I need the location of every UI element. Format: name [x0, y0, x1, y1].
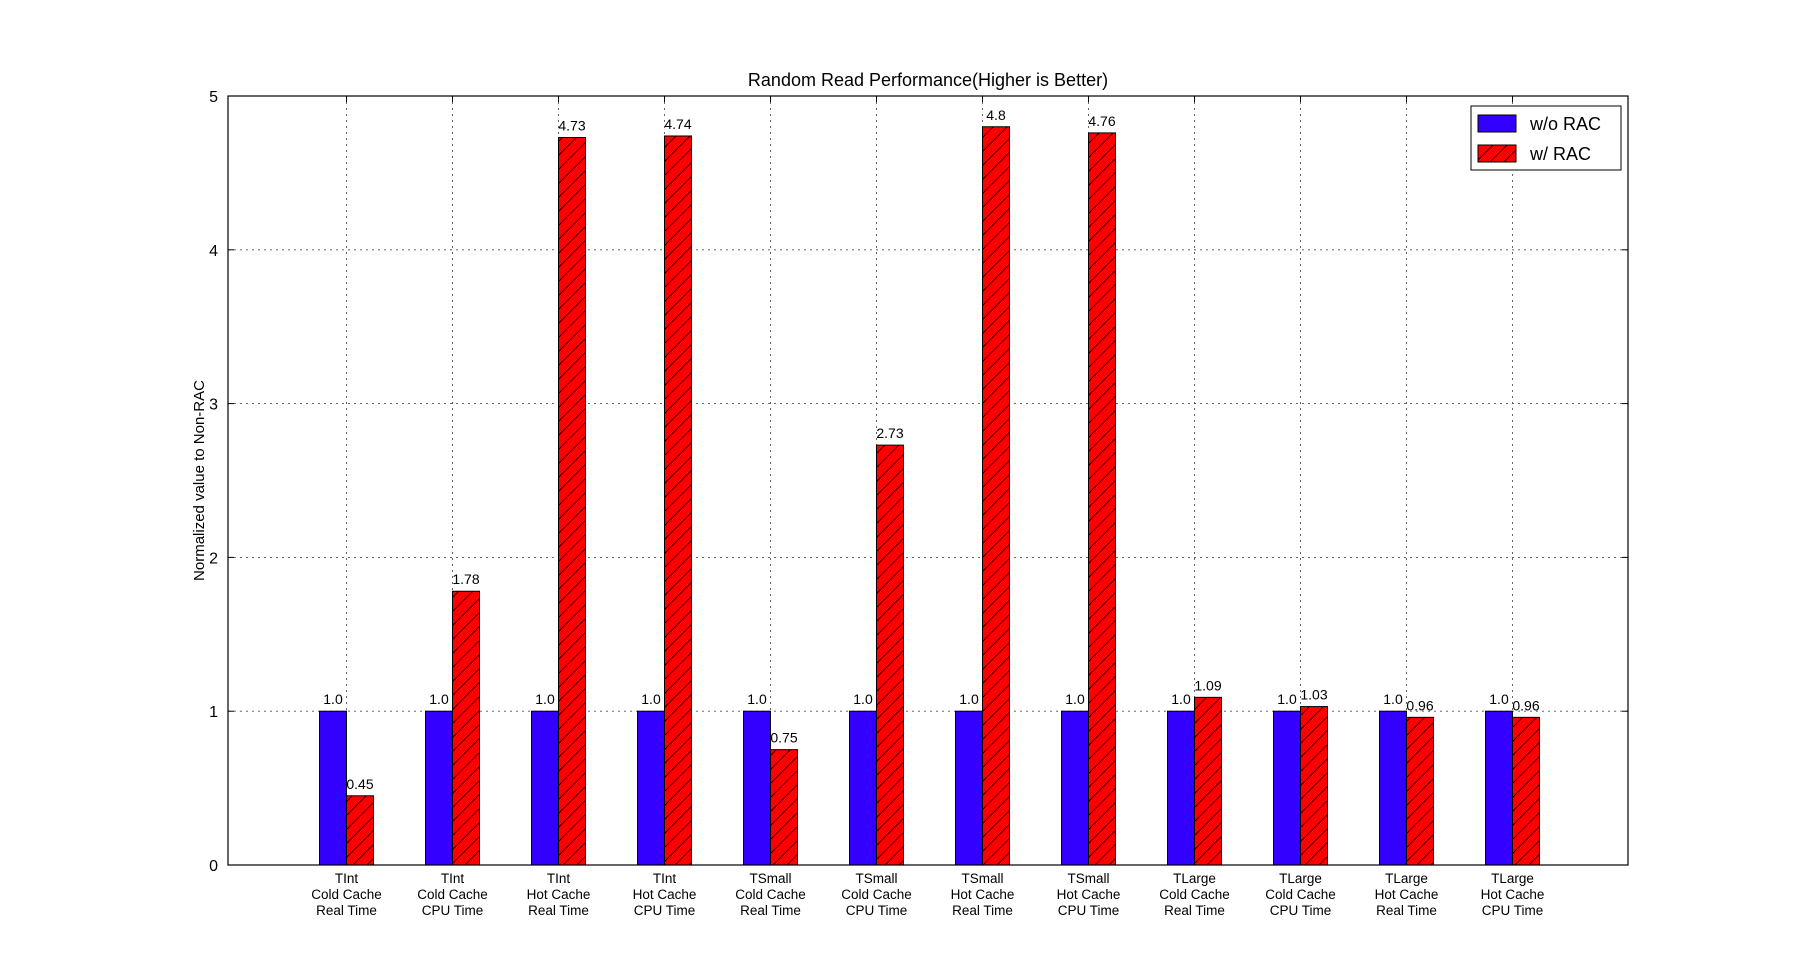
y-tick-label: 1 [209, 704, 218, 721]
data-label-with-rac: 0.96 [1512, 697, 1539, 713]
x-tick-label: TInt Hot Cache Real Time [527, 871, 591, 918]
data-label-without-rac: 1.0 [1065, 691, 1085, 707]
bar-without-rac [1167, 710, 1195, 866]
data-label-with-rac: 2.73 [876, 425, 903, 441]
bar-without-rac [1273, 710, 1301, 866]
data-label-without-rac: 1.0 [1171, 691, 1191, 707]
bar-without-rac [1061, 710, 1089, 866]
legend-swatch-without-rac [1477, 114, 1517, 133]
data-label-with-rac: 4.8 [986, 107, 1006, 123]
x-tick-label: TLarge Hot Cache CPU Time [1481, 871, 1545, 918]
y-tick-label: 3 [209, 397, 218, 414]
bar-without-rac [319, 710, 347, 866]
data-label-without-rac: 1.0 [641, 691, 661, 707]
bar-with-rac [876, 444, 904, 866]
data-label-with-rac: 1.78 [452, 571, 479, 587]
data-label-without-rac: 1.0 [429, 691, 449, 707]
legend-label-with-rac: w/ RAC [1529, 144, 1591, 164]
x-tick-label: TSmall Hot Cache CPU Time [1057, 871, 1121, 918]
bar-without-rac [531, 710, 559, 866]
y-axis-ticks: 0 1 2 3 4 5 [209, 89, 1628, 875]
data-label-with-rac: 4.76 [1088, 113, 1115, 129]
bar-without-rac [637, 710, 665, 866]
data-label-with-rac: 4.73 [558, 118, 585, 134]
x-tick-label: TLarge Cold Cache Real Time [1159, 871, 1230, 918]
bar-with-rac [1088, 132, 1116, 866]
x-tick-label: TSmall Cold Cache Real Time [735, 871, 806, 918]
x-tick-label: TInt Cold Cache CPU Time [417, 871, 488, 918]
bar-with-rac [452, 590, 480, 866]
data-label-without-rac: 1.0 [1383, 691, 1403, 707]
x-tick-label: TSmall Cold Cache CPU Time [841, 871, 912, 918]
bar-with-rac [346, 795, 374, 866]
data-label-without-rac: 1.0 [1277, 691, 1297, 707]
y-tick-label: 4 [209, 243, 218, 260]
y-tick-label: 2 [209, 550, 218, 567]
data-label-with-rac: 0.45 [346, 776, 373, 792]
legend-swatch-with-rac [1477, 144, 1517, 163]
y-tick-label: 0 [209, 858, 218, 875]
x-tick-label: TSmall Hot Cache Real Time [951, 871, 1015, 918]
chart-title: Random Read Performance(Higher is Better… [748, 70, 1108, 90]
x-tick-label: TInt Cold Cache Real Time [311, 871, 382, 918]
x-tick-label: TInt Hot Cache CPU Time [633, 871, 697, 918]
bar-without-rac [425, 710, 453, 866]
legend: w/o RAC w/ RAC [1470, 105, 1622, 171]
data-label-without-rac: 1.0 [853, 691, 873, 707]
data-label-with-rac: 1.03 [1300, 687, 1327, 703]
x-tick-label: TLarge Cold Cache CPU Time [1265, 871, 1336, 918]
y-axis-label: Normalized value to Non-RAC [191, 380, 208, 581]
data-label-with-rac: 0.75 [770, 730, 797, 746]
bar-with-rac [558, 137, 586, 866]
bar-value-labels: 1.0 1.0 1.0 1.0 1.0 1.0 1.0 1.0 1.0 1.0 1.0 1.0 0.45… [323, 107, 1540, 792]
bar-with-rac [1194, 696, 1222, 866]
bar-with-rac [982, 126, 1010, 866]
legend-label-without-rac: w/o RAC [1529, 114, 1601, 134]
plot-frame [227, 95, 1629, 866]
bar-with-rac [664, 135, 692, 866]
bar-with-rac [770, 749, 798, 866]
bar-without-rac [1379, 710, 1407, 866]
y-tick-label: 5 [209, 89, 218, 106]
data-label-without-rac: 1.0 [323, 691, 343, 707]
x-axis-ticks: TInt Cold Cache Real Time TInt Cold Cache CPU… [311, 96, 1544, 918]
bar-without-rac [849, 710, 877, 866]
data-label-without-rac: 1.0 [959, 691, 979, 707]
data-label-with-rac: 1.09 [1194, 677, 1221, 693]
bars-group [319, 126, 1540, 866]
data-label-with-rac: 4.74 [664, 116, 691, 132]
bar-with-rac [1512, 716, 1540, 866]
bar-without-rac [955, 710, 983, 866]
bar-without-rac [743, 710, 771, 866]
bar-without-rac [1485, 710, 1513, 866]
bar-with-rac [1406, 716, 1434, 866]
data-label-without-rac: 1.0 [747, 691, 767, 707]
data-label-without-rac: 1.0 [535, 691, 555, 707]
bar-with-rac [1300, 706, 1328, 866]
data-label-with-rac: 0.96 [1406, 697, 1433, 713]
data-label-without-rac: 1.0 [1489, 691, 1509, 707]
x-tick-label: TLarge Hot Cache Real Time [1375, 871, 1439, 918]
